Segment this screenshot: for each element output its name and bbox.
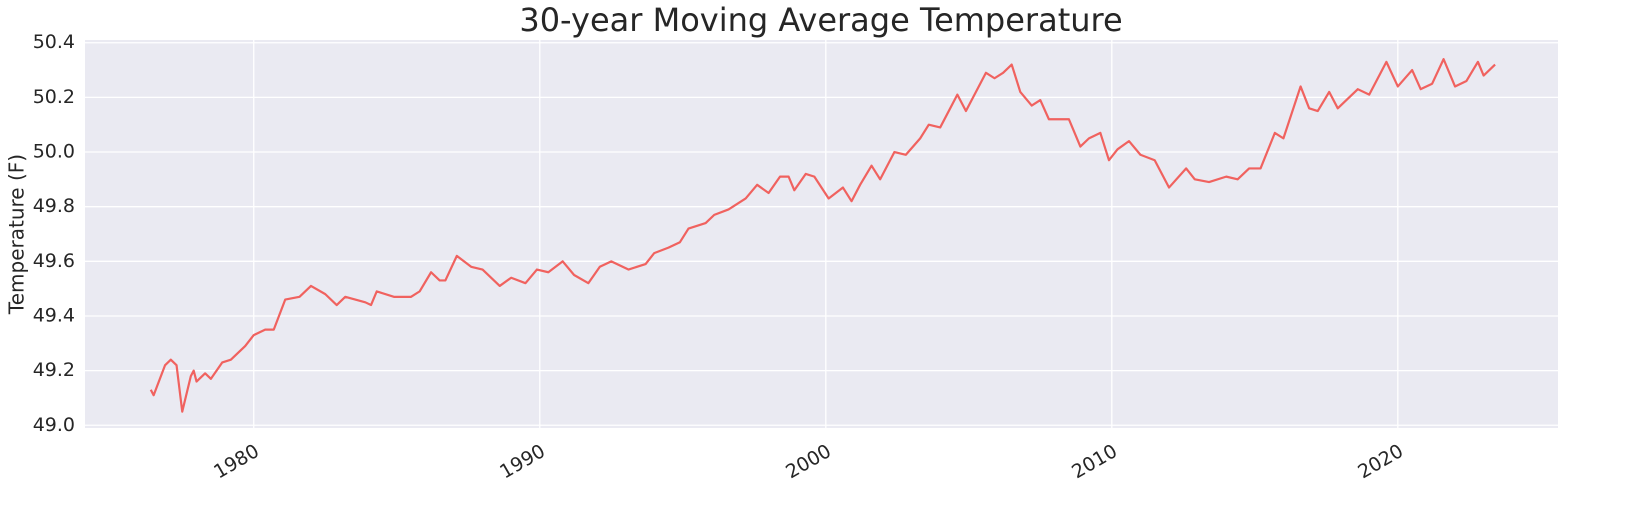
y-tick-label: 49.8: [33, 195, 75, 217]
x-tick-label: 1990: [496, 440, 549, 483]
plot-area: [85, 40, 1558, 428]
x-tick-label: 2020: [1354, 440, 1407, 483]
y-axis-label: Temperature (F): [5, 154, 29, 315]
line-series: [149, 58, 1496, 413]
x-tick-label: 2010: [1068, 440, 1121, 483]
x-tick-label: 1980: [210, 440, 263, 483]
y-tick-label: 49.2: [33, 359, 75, 381]
y-tick-label: 49.0: [33, 414, 75, 436]
chart-title: 30-year Moving Average Temperature: [519, 1, 1122, 39]
y-tick-label: 49.4: [33, 304, 75, 326]
y-tick-label: 50.2: [33, 86, 75, 108]
x-tick-label: 2000: [782, 440, 835, 483]
y-tick-label: 49.6: [33, 250, 75, 272]
y-tick-label: 50.4: [33, 31, 75, 53]
y-tick-label: 50.0: [33, 141, 75, 163]
